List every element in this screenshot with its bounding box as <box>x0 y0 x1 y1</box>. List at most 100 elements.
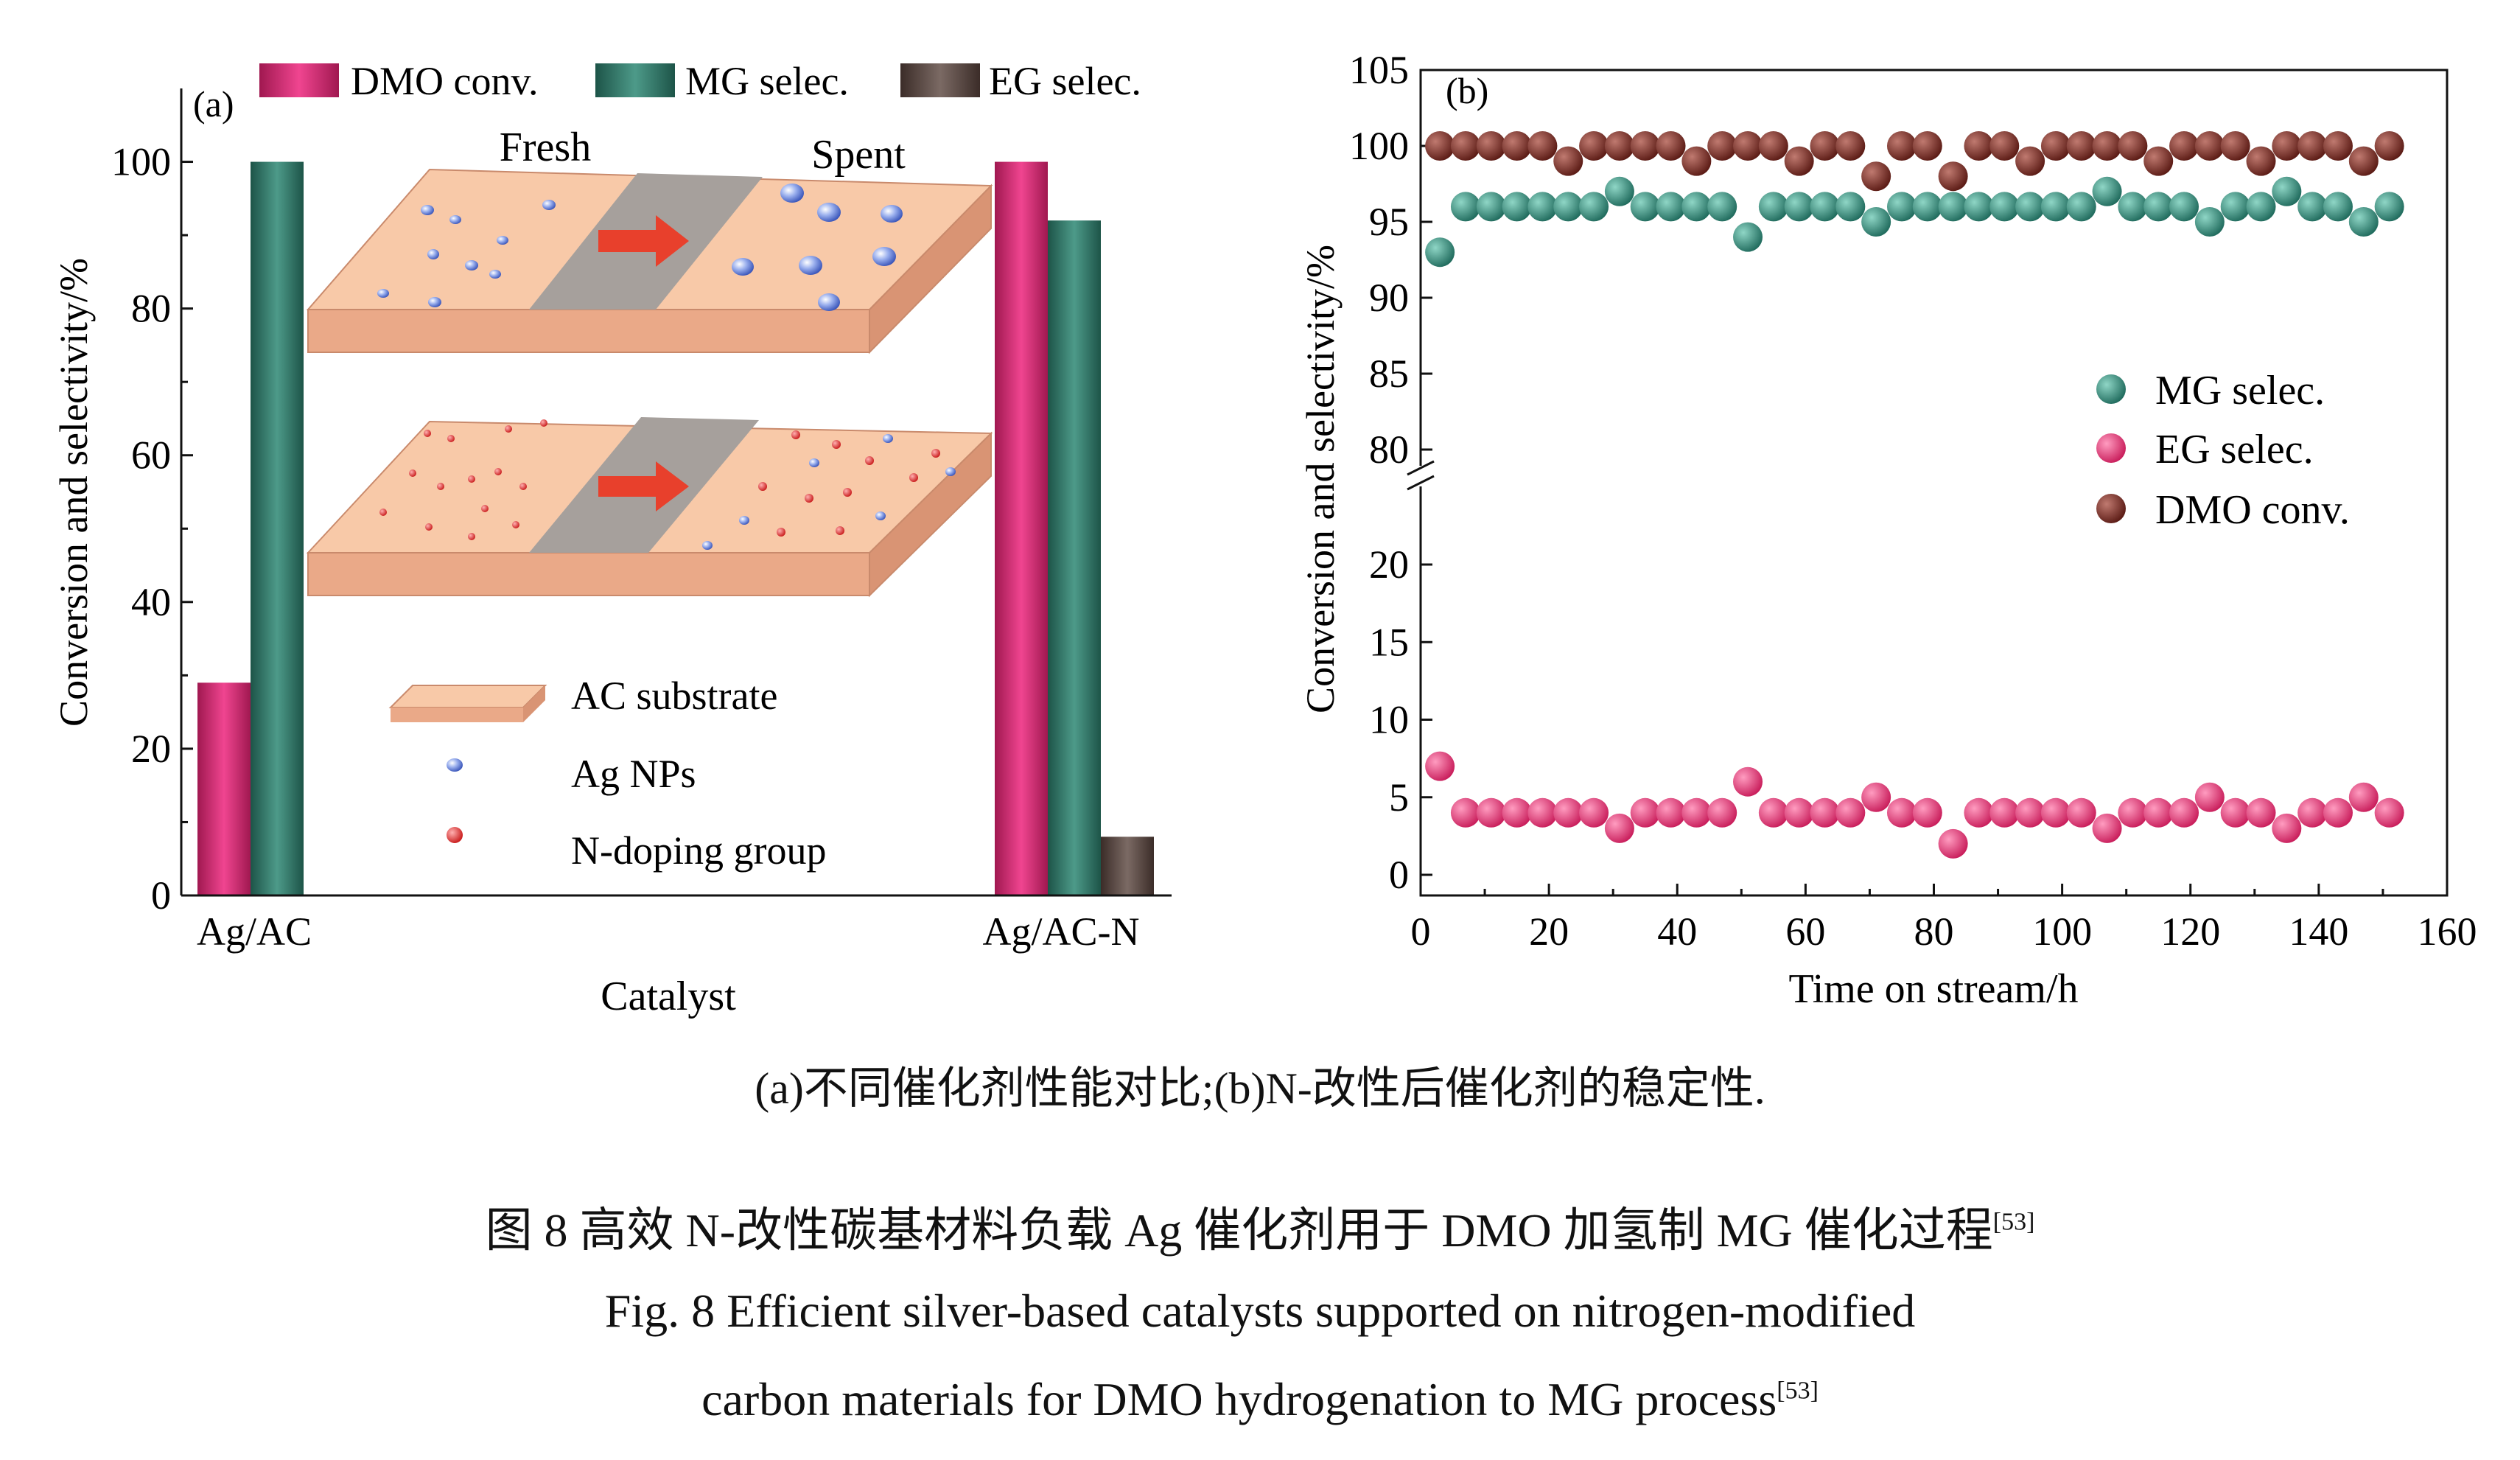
point-mg-selec <box>1964 192 1994 222</box>
panel-b-x-axis-title: Time on stream/h <box>1788 966 2078 1012</box>
n-dope-dot <box>512 521 519 528</box>
legend-label-ag-nps: Ag NPs <box>571 752 696 796</box>
point-eg-selec <box>2169 797 2199 828</box>
point-mg-selec <box>2118 192 2148 222</box>
point-eg-selec <box>1579 797 1609 828</box>
legend-swatch-eg-selec <box>900 63 980 97</box>
figure-caption-en-text: carbon materials for DMO hydrogenation t… <box>701 1373 1777 1425</box>
n-dope-dot <box>865 456 874 465</box>
ag-np-dot <box>465 260 478 270</box>
ag-np-dot <box>377 289 389 298</box>
y-tick-label: 85 <box>1369 352 1409 396</box>
ag-np-dot <box>449 215 461 224</box>
fresh-vs-spent-ag-ac-slab <box>306 168 993 354</box>
legend-marker-mg-selec <box>2096 374 2126 404</box>
point-dmo-conv <box>2194 131 2225 161</box>
panel-b-y-axis-title: Conversion and selectivity/% <box>1298 245 1343 713</box>
point-eg-selec <box>1784 797 1814 828</box>
ag-n-particles <box>379 419 956 550</box>
n-dope-dot <box>519 483 527 490</box>
point-eg-selec <box>1502 797 1532 828</box>
ag-np-dot <box>421 205 434 215</box>
legend-swatch-dmo-conv <box>259 63 339 97</box>
figure-caption-zh-ref: [53] <box>1992 1208 2035 1236</box>
point-mg-selec <box>1476 192 1506 222</box>
n-dope-dot <box>447 435 455 442</box>
point-eg-selec <box>1964 797 1994 828</box>
process-arrow-icon <box>598 215 689 267</box>
point-dmo-conv <box>1450 131 1480 161</box>
point-mg-selec <box>2220 192 2250 222</box>
y-tick-label: 0 <box>151 873 171 918</box>
point-dmo-conv <box>1810 131 1840 161</box>
x-tick-label: 100 <box>2032 909 2092 954</box>
panel-a-category-label: Ag/AC-N <box>983 909 1140 954</box>
legend-label-eg-selec: EG selec. <box>989 59 1141 103</box>
point-eg-selec <box>2323 797 2353 828</box>
point-dmo-conv <box>2272 131 2302 161</box>
point-mg-selec <box>2323 192 2353 222</box>
point-mg-selec <box>2092 176 2122 206</box>
bar-dmo-conv <box>197 682 251 895</box>
substrate-slab-icon-side <box>523 685 545 722</box>
point-eg-selec <box>1476 797 1506 828</box>
process-arrow-icon <box>598 461 689 511</box>
fresh-label: Fresh <box>500 125 591 170</box>
panel-b-data-points <box>1425 131 2404 859</box>
point-eg-selec <box>1425 751 1455 781</box>
point-eg-selec <box>2194 782 2225 812</box>
point-dmo-conv <box>1758 131 1788 161</box>
y-tick-label: 80 <box>1369 427 1409 472</box>
point-dmo-conv <box>2220 131 2250 161</box>
point-dmo-conv <box>1964 131 1994 161</box>
point-eg-selec <box>1630 797 1660 828</box>
point-eg-selec <box>1681 797 1712 828</box>
legend-label-eg-selec: EG selec. <box>2155 427 2314 472</box>
point-eg-selec <box>1733 766 1763 797</box>
n-dope-dot <box>425 523 433 531</box>
point-mg-selec <box>1733 222 1763 252</box>
point-eg-selec <box>1835 797 1866 828</box>
blue-nanoparticle-icon <box>447 758 463 772</box>
ag-np-dot <box>817 203 841 222</box>
y-tick-label: 15 <box>1369 620 1409 664</box>
point-mg-selec <box>1989 192 2020 222</box>
y-tick-label: 40 <box>131 580 171 624</box>
point-mg-selec <box>1784 192 1814 222</box>
point-mg-selec <box>1656 192 1686 222</box>
y-tick-label: 105 <box>1349 48 1409 92</box>
bar-mg-selec <box>251 161 304 895</box>
point-eg-selec <box>2092 813 2122 843</box>
ag-np-dot <box>881 205 903 223</box>
legend-label-mg-selec: MG selec. <box>685 59 849 103</box>
point-eg-selec <box>1450 797 1480 828</box>
point-mg-selec <box>2169 192 2199 222</box>
x-tick-label: 20 <box>1529 909 1569 954</box>
point-eg-selec <box>1886 797 1917 828</box>
point-eg-selec <box>1861 782 1891 812</box>
point-eg-selec <box>1707 797 1737 828</box>
point-eg-selec <box>1938 828 1968 859</box>
ag-np-dot <box>427 249 439 259</box>
n-dope-dot <box>424 430 431 437</box>
point-mg-selec <box>1604 176 1634 206</box>
figure-caption-en-line1: Fig. 8 Efficient silver-based catalysts … <box>604 1285 1916 1337</box>
substrate-slab-icon <box>388 685 547 708</box>
y-tick-label: 80 <box>131 287 171 331</box>
point-mg-selec <box>2348 207 2379 237</box>
point-eg-selec <box>2297 797 2328 828</box>
y-tick-label: 20 <box>1369 542 1409 587</box>
inset-legend: AC substrate Ag NPs N-doping group <box>388 674 826 873</box>
point-mg-selec <box>1527 192 1558 222</box>
point-mg-selec <box>2246 192 2276 222</box>
point-dmo-conv <box>1476 131 1506 161</box>
point-dmo-conv <box>1527 131 1558 161</box>
point-eg-selec <box>1758 797 1788 828</box>
point-eg-selec <box>1810 797 1840 828</box>
ag-np-dot <box>875 511 886 520</box>
point-dmo-conv <box>1553 146 1583 176</box>
point-dmo-conv <box>1886 131 1917 161</box>
red-dot-icon <box>447 827 463 843</box>
n-dope-dot <box>468 533 475 540</box>
